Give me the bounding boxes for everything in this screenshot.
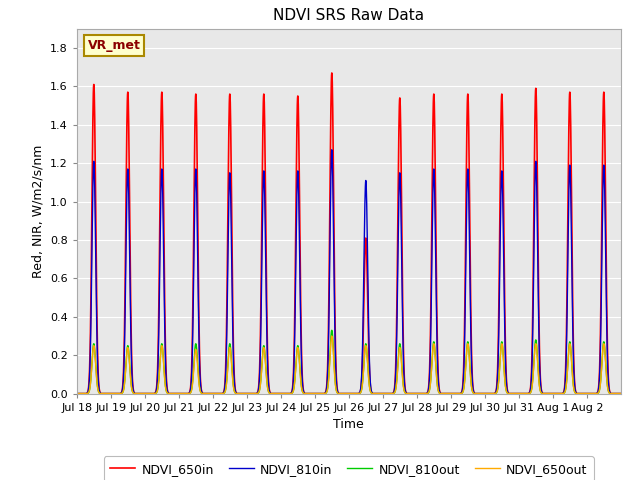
- Line: NDVI_810in: NDVI_810in: [77, 150, 621, 394]
- NDVI_810out: [122, 371, 129, 377]
- NDVI_650in: [328, 70, 335, 76]
- NDVI_650in: [362, 236, 369, 242]
- NDVI_810in: [362, 179, 369, 185]
- NDVI_650out: [362, 343, 369, 349]
- NDVI_650in: [617, 391, 625, 396]
- NDVI_810in: [73, 391, 81, 396]
- NDVI_650in: [324, 341, 332, 347]
- NDVI_810in: [260, 182, 268, 188]
- Line: NDVI_650out: NDVI_650out: [77, 336, 621, 394]
- NDVI_810in: [324, 353, 332, 359]
- Line: NDVI_650in: NDVI_650in: [77, 73, 621, 394]
- NDVI_810in: [602, 231, 609, 237]
- NDVI_650in: [122, 266, 129, 272]
- NDVI_810in: [122, 298, 129, 303]
- Text: VR_met: VR_met: [88, 39, 141, 52]
- Legend: NDVI_650in, NDVI_810in, NDVI_810out, NDVI_650out: NDVI_650in, NDVI_810in, NDVI_810out, NDV…: [104, 456, 594, 480]
- Title: NDVI SRS Raw Data: NDVI SRS Raw Data: [273, 9, 424, 24]
- Line: NDVI_810out: NDVI_810out: [77, 330, 621, 394]
- NDVI_810out: [602, 369, 610, 375]
- NDVI_650out: [73, 391, 81, 396]
- NDVI_650in: [73, 391, 81, 396]
- NDVI_810out: [602, 354, 609, 360]
- NDVI_810in: [328, 147, 335, 153]
- NDVI_810out: [617, 391, 625, 396]
- NDVI_810out: [324, 381, 332, 387]
- NDVI_650out: [602, 370, 610, 376]
- NDVI_650out: [324, 382, 332, 387]
- NDVI_650out: [328, 333, 335, 339]
- NDVI_810out: [260, 346, 268, 351]
- NDVI_650out: [260, 348, 268, 353]
- NDVI_810in: [617, 391, 625, 396]
- NDVI_650out: [122, 372, 129, 377]
- NDVI_810out: [73, 391, 81, 396]
- NDVI_650in: [602, 266, 610, 272]
- NDVI_810out: [362, 341, 369, 347]
- Y-axis label: Red, NIR, W/m2/s/nm: Red, NIR, W/m2/s/nm: [31, 144, 44, 278]
- NDVI_650out: [602, 356, 609, 361]
- X-axis label: Time: Time: [333, 418, 364, 431]
- NDVI_650out: [617, 391, 625, 396]
- NDVI_810out: [328, 327, 335, 333]
- NDVI_650in: [260, 110, 268, 116]
- NDVI_810in: [602, 296, 610, 302]
- NDVI_650in: [602, 180, 609, 185]
